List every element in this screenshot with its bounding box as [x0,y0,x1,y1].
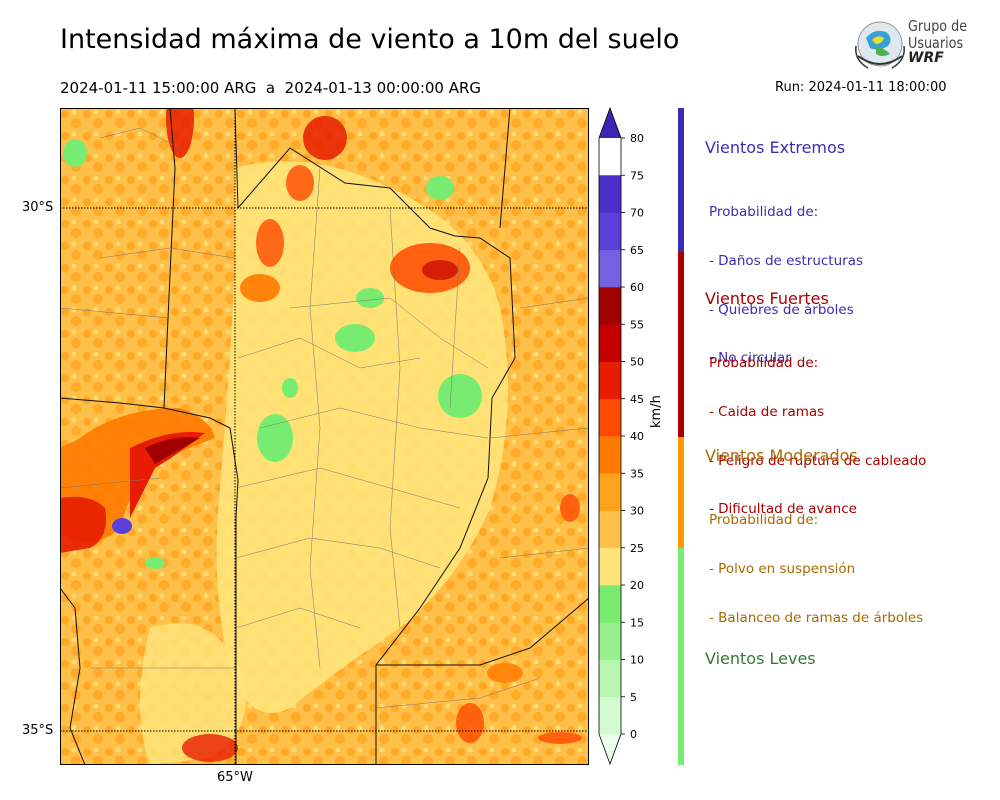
category-line: - Dificultad de avance [709,501,857,518]
category-title-strong: Vientos Fuertes [705,289,829,308]
colorbar-tick-label: 80 [630,132,644,145]
colorbar-blocks [598,106,622,766]
category-title-moderate: Vientos Moderados [705,446,858,465]
colorbar-tick-label: 35 [630,467,644,480]
latitude-label-30s: 30°S [22,200,54,215]
category-line: - Balanceo de ramas de árboles [709,609,924,626]
colorbar-tick-label: 45 [630,393,644,406]
colorbar-block [599,361,621,400]
colorbar-block [599,287,621,325]
colorbar-block [599,585,621,623]
colorbar-block [599,510,621,549]
colorbar-tick-label: 70 [630,207,644,220]
graticule [60,108,589,765]
category-line: - Polvo en suspensión [709,561,856,578]
category-line: Probabilidad de: [709,512,819,529]
colorbar-block [599,436,621,474]
colorbar-tick-label: 0 [630,728,637,741]
colorbar-block [599,212,621,251]
colorbar-tick-label: 25 [630,542,644,555]
colorbar-tick-label: 50 [630,356,644,369]
category-bar-strong [678,252,684,437]
colorbar-tick-label: 65 [630,244,644,257]
colorbar-block [599,398,621,437]
category-line: - Peligro de ruptura de cableado [709,452,927,469]
colorbar-bottom-extend [599,734,621,764]
colorbar-tick-label: 20 [630,579,644,592]
category-line: Probabilidad de: [709,204,819,221]
calm-zone [216,161,508,714]
colorbar-unit-label: km/h [649,395,664,428]
category-title-extreme: Vientos Extremos [705,138,846,157]
colorbar-ticks: 0 5 10 15 20 25 30 35 40 45 50 55 60 65 70 75 80 [621,132,644,741]
colorbar-block [599,622,621,660]
colorbar-block [599,696,621,735]
calm-zone-south [140,623,246,765]
colorbar-tick-label: 75 [630,169,644,182]
category-bar-light [678,548,684,765]
colorbar-top-extend [599,108,621,138]
globe-icon [855,21,905,69]
category-description-extreme: Probabilidad de: - Daños de estructuras … [709,172,863,383]
colorbar-tick-label: 55 [630,318,644,331]
colorbar-block [599,175,621,213]
colorbar-tick-label: 15 [630,616,644,629]
category-title-light: Vientos Leves [705,649,816,668]
category-line: - Daños de estructuras [709,253,864,270]
logo-text-line2: Usuarios [908,34,964,52]
logo-text-line3: WRF [908,50,944,66]
latitude-label-35s: 35°S [22,723,54,738]
colorbar-block [599,249,621,288]
province-boundaries [60,108,589,765]
colorbar-block [599,659,621,698]
wind-map [60,108,589,765]
category-line: - Caida de ramas [709,404,825,421]
logo-text-line1: Grupo de [908,17,968,35]
strong-wind-areas [60,108,582,762]
category-description-moderate: Probabilidad de: - Polvo en suspensión -… [709,480,923,642]
category-bar-moderate [678,437,684,548]
department-boundaries [60,127,589,709]
colorbar-block [599,324,621,362]
colorbar-tick-label: 30 [630,505,644,518]
map-frame [60,108,589,765]
light-wind-areas [63,139,482,569]
colorbar-tick-label: 10 [630,654,644,667]
colorbar: 0 5 10 15 20 25 30 35 40 45 50 55 60 65 70 75 80 [598,106,644,766]
colorbar-tick-label: 40 [630,430,644,443]
longitude-label-65w: 65°W [217,770,253,785]
category-description-strong: Probabilidad de: - Caida de ramas - Peli… [709,323,926,534]
colorbar-tick-label: 60 [630,281,644,294]
category-line: - Quiebres de árboles [709,301,854,318]
category-line: Probabilidad de: [709,355,819,372]
run-timestamp: Run: 2024-01-11 18:00:00 [775,80,947,95]
colorbar-tick-label: 5 [630,691,637,704]
category-line: - No circular [709,350,791,367]
category-bar-extreme [678,108,684,252]
colorbar-block [599,547,621,586]
logo [855,21,905,69]
chart-title: Intensidad máxima de viento a 10m del su… [60,24,680,55]
colorbar-block [599,473,621,511]
forecast-period: 2024-01-11 15:00:00 ARG a 2024-01-13 00:… [60,79,482,97]
